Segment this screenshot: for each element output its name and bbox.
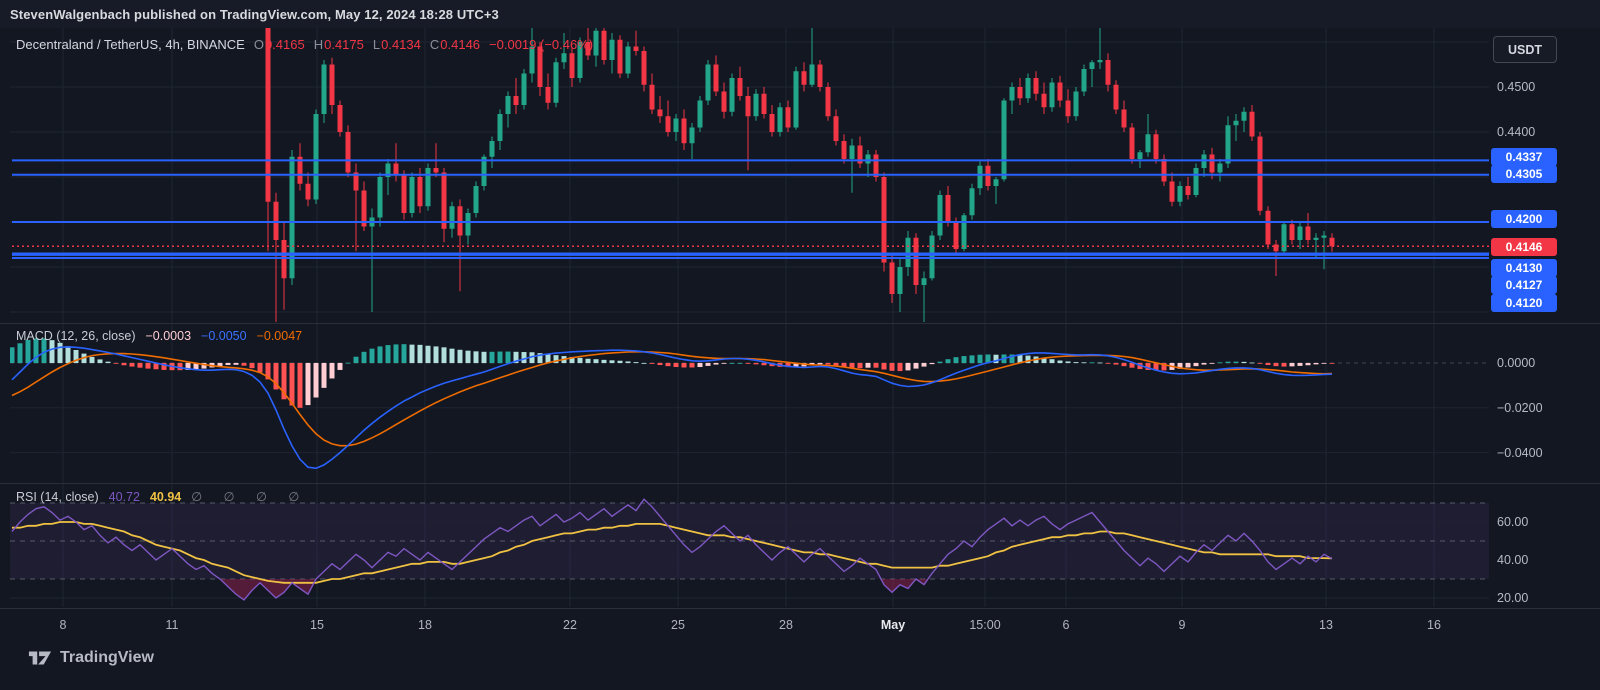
ohlc-high: H 0.4175 (313, 37, 364, 52)
current-price-badge: 0.4146 (1491, 238, 1557, 256)
ohlc-open: O 0.4165 (253, 37, 305, 52)
panel-separators (0, 323, 1600, 609)
candles-layer (265, 28, 1335, 322)
time-axis-label: 18 (418, 618, 432, 632)
macd-indicator-title: MACD (12, 26, close) (16, 329, 136, 343)
price-change: −0.0019 (−0.46%) (489, 37, 594, 52)
rsi-band-and-gridlines (10, 502, 1489, 599)
macd-axis-label: −0.0200 (1497, 400, 1543, 415)
macd-line-value: −0.0050 (201, 329, 247, 343)
rsi-empty-markers: ∅ ∅ ∅ ∅ (191, 490, 309, 504)
macd-signal-value: −0.0047 (256, 329, 303, 343)
footer-brand[interactable]: TradingView (28, 648, 154, 668)
ohlc-low: L 0.4134 (372, 37, 421, 52)
currency-toggle-button[interactable]: USDT (1493, 36, 1557, 63)
tradingview-logo-icon (28, 651, 52, 665)
rsi-lines (11, 498, 1333, 601)
rsi-oversold-fill (220, 579, 928, 600)
macd-histogram-value: −0.0003 (145, 329, 192, 343)
symbol-legend-row[interactable]: Decentraland / TetherUS, 4h, BINANCE O 0.… (16, 37, 593, 52)
time-axis-label: 16 (1427, 618, 1441, 632)
time-axis-label: 15 (310, 618, 324, 632)
price-level-badge: 0.4305 (1491, 165, 1557, 183)
macd-axis-label: −0.0400 (1497, 445, 1543, 460)
rsi-axis-label: 60.00 (1497, 515, 1529, 529)
macd-main-line (11, 346, 1333, 470)
price-level-badge: 0.4127 (1491, 276, 1557, 294)
rsi-indicator-title: RSI (14, close) (16, 490, 99, 504)
price-level-badge: 0.4130 (1491, 259, 1557, 277)
price-axis-label: 0.4400 (1497, 125, 1536, 139)
rsi-ma-value: 40.94 (149, 490, 182, 504)
publication-topbar: StevenWalgenbach published on TradingVie… (0, 0, 1600, 28)
macd-lines (11, 346, 1333, 470)
price-level-badge: 0.4200 (1491, 210, 1557, 228)
price-level-badge: 0.4337 (1491, 148, 1557, 166)
time-axis-label: 11 (165, 618, 179, 632)
rsi-ma-line (12, 521, 1333, 584)
rsi-axis-label: 40.00 (1497, 553, 1529, 567)
time-axis-label: 13 (1319, 618, 1333, 632)
time-axis-label: 6 (1062, 618, 1070, 632)
macd-legend-row[interactable]: MACD (12, 26, close) −0.0003 −0.0050 −0.… (16, 329, 302, 343)
symbol-title: Decentraland / TetherUS, 4h, BINANCE (16, 37, 245, 52)
macd-histogram (10, 338, 1335, 408)
ohlc-close: C 0.4146 (429, 37, 481, 52)
time-axis-label: 25 (671, 618, 685, 632)
price-level-badge: 0.4120 (1491, 294, 1557, 312)
time-axis-label: 8 (59, 618, 67, 632)
publication-attribution-text: StevenWalgenbach published on TradingVie… (10, 6, 499, 22)
macd-gridlines (10, 362, 1489, 454)
time-axis-label: 15:00 (969, 618, 1001, 632)
price-gridlines (10, 41, 1489, 313)
macd-signal-line (11, 350, 1333, 447)
price-level-lines (12, 159, 1489, 259)
rsi-main-line (11, 498, 1333, 601)
macd-axis-label: 0.0000 (1497, 356, 1536, 370)
time-axis-label: May (880, 618, 906, 632)
rsi-legend-row[interactable]: RSI (14, close) 40.72 40.94 ∅ ∅ ∅ ∅ (16, 489, 308, 504)
time-axis-label: 28 (779, 618, 793, 632)
time-axis-label: 22 (563, 618, 577, 632)
tradingview-brand-text: TradingView (60, 649, 154, 666)
time-axis-label: 9 (1178, 618, 1186, 632)
rsi-value: 40.72 (108, 490, 140, 504)
rsi-axis-label: 20.00 (1497, 591, 1529, 605)
price-axis-label: 0.4500 (1497, 80, 1536, 94)
